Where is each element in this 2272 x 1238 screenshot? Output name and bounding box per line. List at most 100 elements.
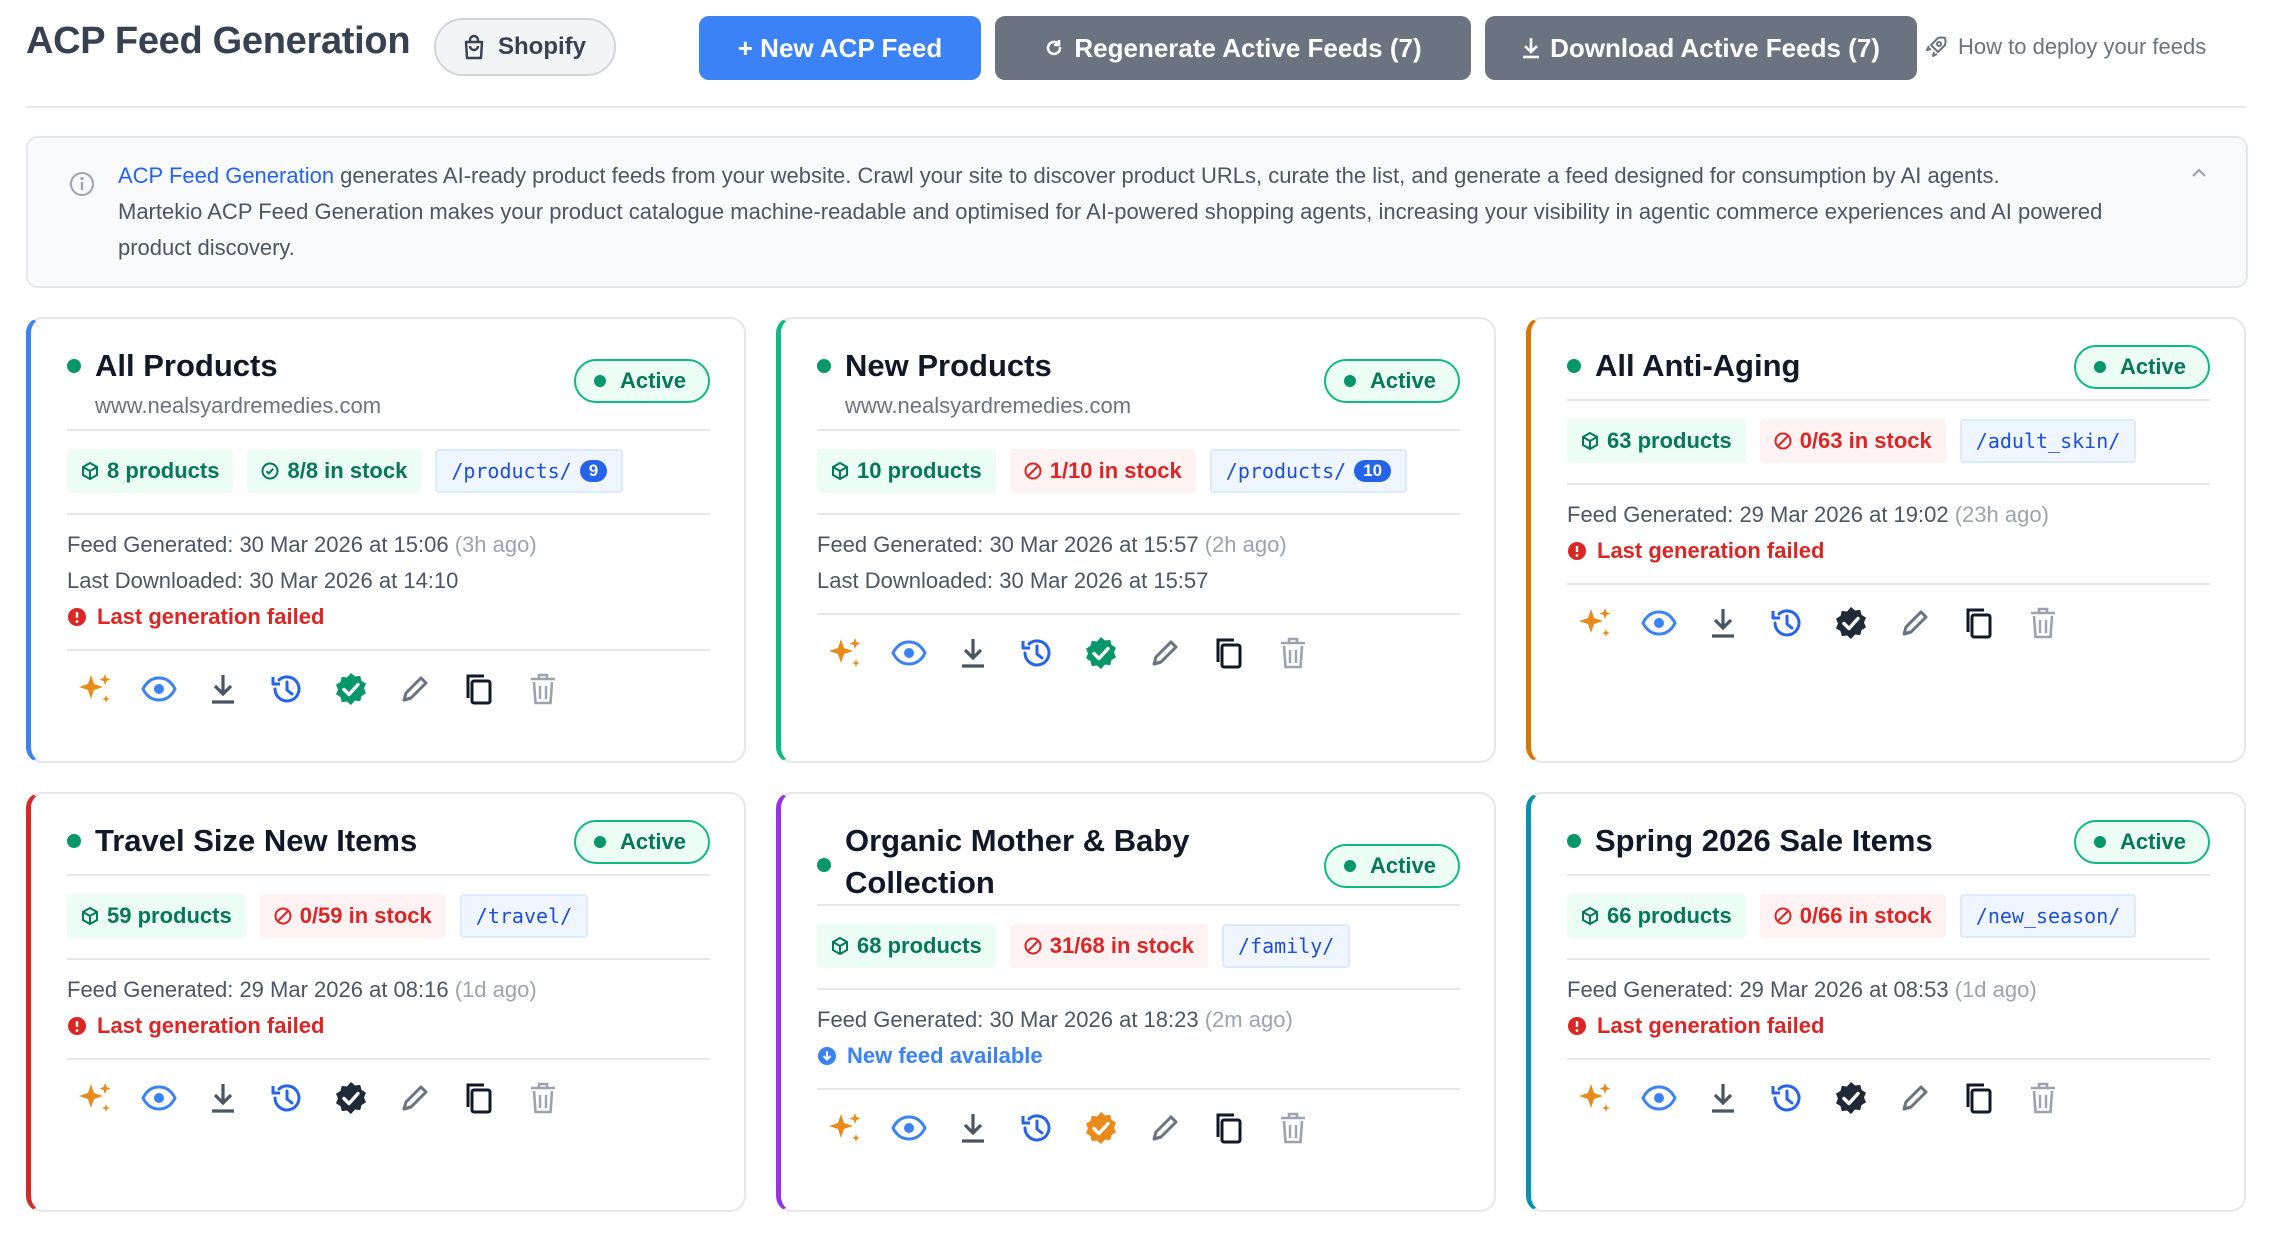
copy-action[interactable]: [1961, 1080, 1997, 1116]
eye-action[interactable]: [141, 1080, 177, 1116]
verified-icon: [1833, 1080, 1869, 1116]
verified-action[interactable]: [333, 1080, 369, 1116]
deploy-link[interactable]: How to deploy your feeds: [1924, 34, 2206, 60]
eye-icon: [891, 635, 927, 671]
eye-action[interactable]: [891, 635, 927, 671]
pencil-action[interactable]: [397, 1080, 433, 1116]
download-action[interactable]: [955, 635, 991, 671]
download-action[interactable]: [205, 1080, 241, 1116]
regenerate-feeds-button[interactable]: Regenerate Active Feeds (7): [995, 16, 1471, 80]
chevron-up-icon[interactable]: [2188, 162, 2210, 184]
trash-action[interactable]: [525, 671, 561, 707]
check-circle-icon: [261, 462, 279, 480]
history-icon: [1019, 635, 1055, 671]
history-action[interactable]: [1769, 605, 1805, 641]
path-label: /travel/: [475, 904, 573, 928]
path-label: /adult_skin/: [1975, 429, 2121, 453]
copy-action[interactable]: [1211, 635, 1247, 671]
verified-action[interactable]: [1833, 605, 1869, 641]
verified-action[interactable]: [1083, 635, 1119, 671]
verified-action[interactable]: [1833, 1080, 1869, 1116]
cube-icon: [1582, 432, 1598, 450]
copy-action[interactable]: [1961, 605, 1997, 641]
generated-text: Feed Generated: 29 Mar 2026 at 19:02: [1567, 502, 1949, 527]
feed-title: Spring 2026 Sale Items: [1595, 823, 1933, 858]
history-icon: [1769, 1080, 1805, 1116]
copy-action[interactable]: [461, 1080, 497, 1116]
trash-icon: [1278, 1111, 1308, 1145]
copy-icon: [462, 1080, 496, 1116]
new-acp-feed-button[interactable]: + New ACP Feed: [699, 16, 981, 80]
badge-dot: [2093, 361, 2106, 373]
path-chip[interactable]: /products/9: [435, 449, 624, 493]
status-dot: [1567, 359, 1581, 373]
divider: [67, 649, 710, 651]
eye-icon: [141, 1080, 177, 1116]
feed-actions: [77, 671, 561, 707]
divider: [67, 874, 710, 876]
history-action[interactable]: [1019, 635, 1055, 671]
stock-count: 31/68 in stock: [1049, 933, 1195, 958]
path-chip[interactable]: /adult_skin/: [1959, 419, 2137, 463]
pencil-action[interactable]: [1147, 635, 1183, 671]
sparkles-action[interactable]: [827, 1110, 863, 1146]
download-action[interactable]: [1705, 605, 1741, 641]
trash-action[interactable]: [2025, 1080, 2061, 1116]
copy-icon: [1212, 635, 1246, 671]
feed-card: Organic Mother & Baby Collection Active 6…: [776, 792, 1496, 1212]
status-badge: Active: [573, 359, 710, 403]
verified-action[interactable]: [1083, 1110, 1119, 1146]
copy-action[interactable]: [461, 671, 497, 707]
download-feeds-button[interactable]: Download Active Feeds (7): [1485, 16, 1917, 80]
trash-icon: [1278, 636, 1308, 670]
history-action[interactable]: [1019, 1110, 1055, 1146]
generation-status[interactable]: New feed available: [817, 1038, 1293, 1074]
feed-title: Travel Size New Items: [95, 823, 418, 858]
history-action[interactable]: [1769, 1080, 1805, 1116]
pencil-action[interactable]: [397, 671, 433, 707]
status-badge: Active: [573, 820, 710, 864]
path-chip[interactable]: /family/: [1222, 924, 1351, 968]
download-action[interactable]: [955, 1110, 991, 1146]
history-action[interactable]: [269, 671, 305, 707]
path-chip[interactable]: /products/10: [1209, 449, 1408, 493]
eye-action[interactable]: [1641, 605, 1677, 641]
trash-action[interactable]: [1275, 1110, 1311, 1146]
info-link[interactable]: ACP Feed Generation: [118, 163, 335, 188]
platform-button[interactable]: Shopify: [434, 18, 616, 76]
generation-status: Last generation failed: [1567, 533, 2049, 569]
trash-action[interactable]: [2025, 605, 2061, 641]
feed-stats: 66 products 0/66 in stock /new_season/: [1567, 894, 2137, 938]
trash-action[interactable]: [525, 1080, 561, 1116]
pencil-action[interactable]: [1897, 605, 1933, 641]
path-chip[interactable]: /new_season/: [1959, 894, 2137, 938]
download-icon: [1708, 607, 1738, 639]
divider: [817, 613, 1460, 615]
pencil-action[interactable]: [1147, 1110, 1183, 1146]
download-action[interactable]: [1705, 1080, 1741, 1116]
download-action[interactable]: [205, 671, 241, 707]
divider: [1567, 958, 2210, 960]
pencil-action[interactable]: [1897, 1080, 1933, 1116]
eye-action[interactable]: [1641, 1080, 1677, 1116]
sparkles-action[interactable]: [827, 635, 863, 671]
path-label: /family/: [1238, 934, 1335, 958]
feed-actions: [827, 1110, 1311, 1146]
eye-icon: [1641, 605, 1677, 641]
feed-actions: [827, 635, 1311, 671]
sparkles-action[interactable]: [77, 1080, 113, 1116]
sparkles-action[interactable]: [77, 671, 113, 707]
verified-action[interactable]: [333, 671, 369, 707]
path-chip[interactable]: /travel/: [459, 894, 589, 938]
sparkles-action[interactable]: [1577, 1080, 1613, 1116]
copy-action[interactable]: [1211, 1110, 1247, 1146]
eye-action[interactable]: [891, 1110, 927, 1146]
history-icon: [269, 671, 305, 707]
download-icon: [1708, 1082, 1738, 1114]
trash-action[interactable]: [1275, 635, 1311, 671]
eye-action[interactable]: [141, 671, 177, 707]
divider: [1567, 1058, 2210, 1060]
history-action[interactable]: [269, 1080, 305, 1116]
product-count: 59 products: [107, 903, 232, 928]
sparkles-action[interactable]: [1577, 605, 1613, 641]
